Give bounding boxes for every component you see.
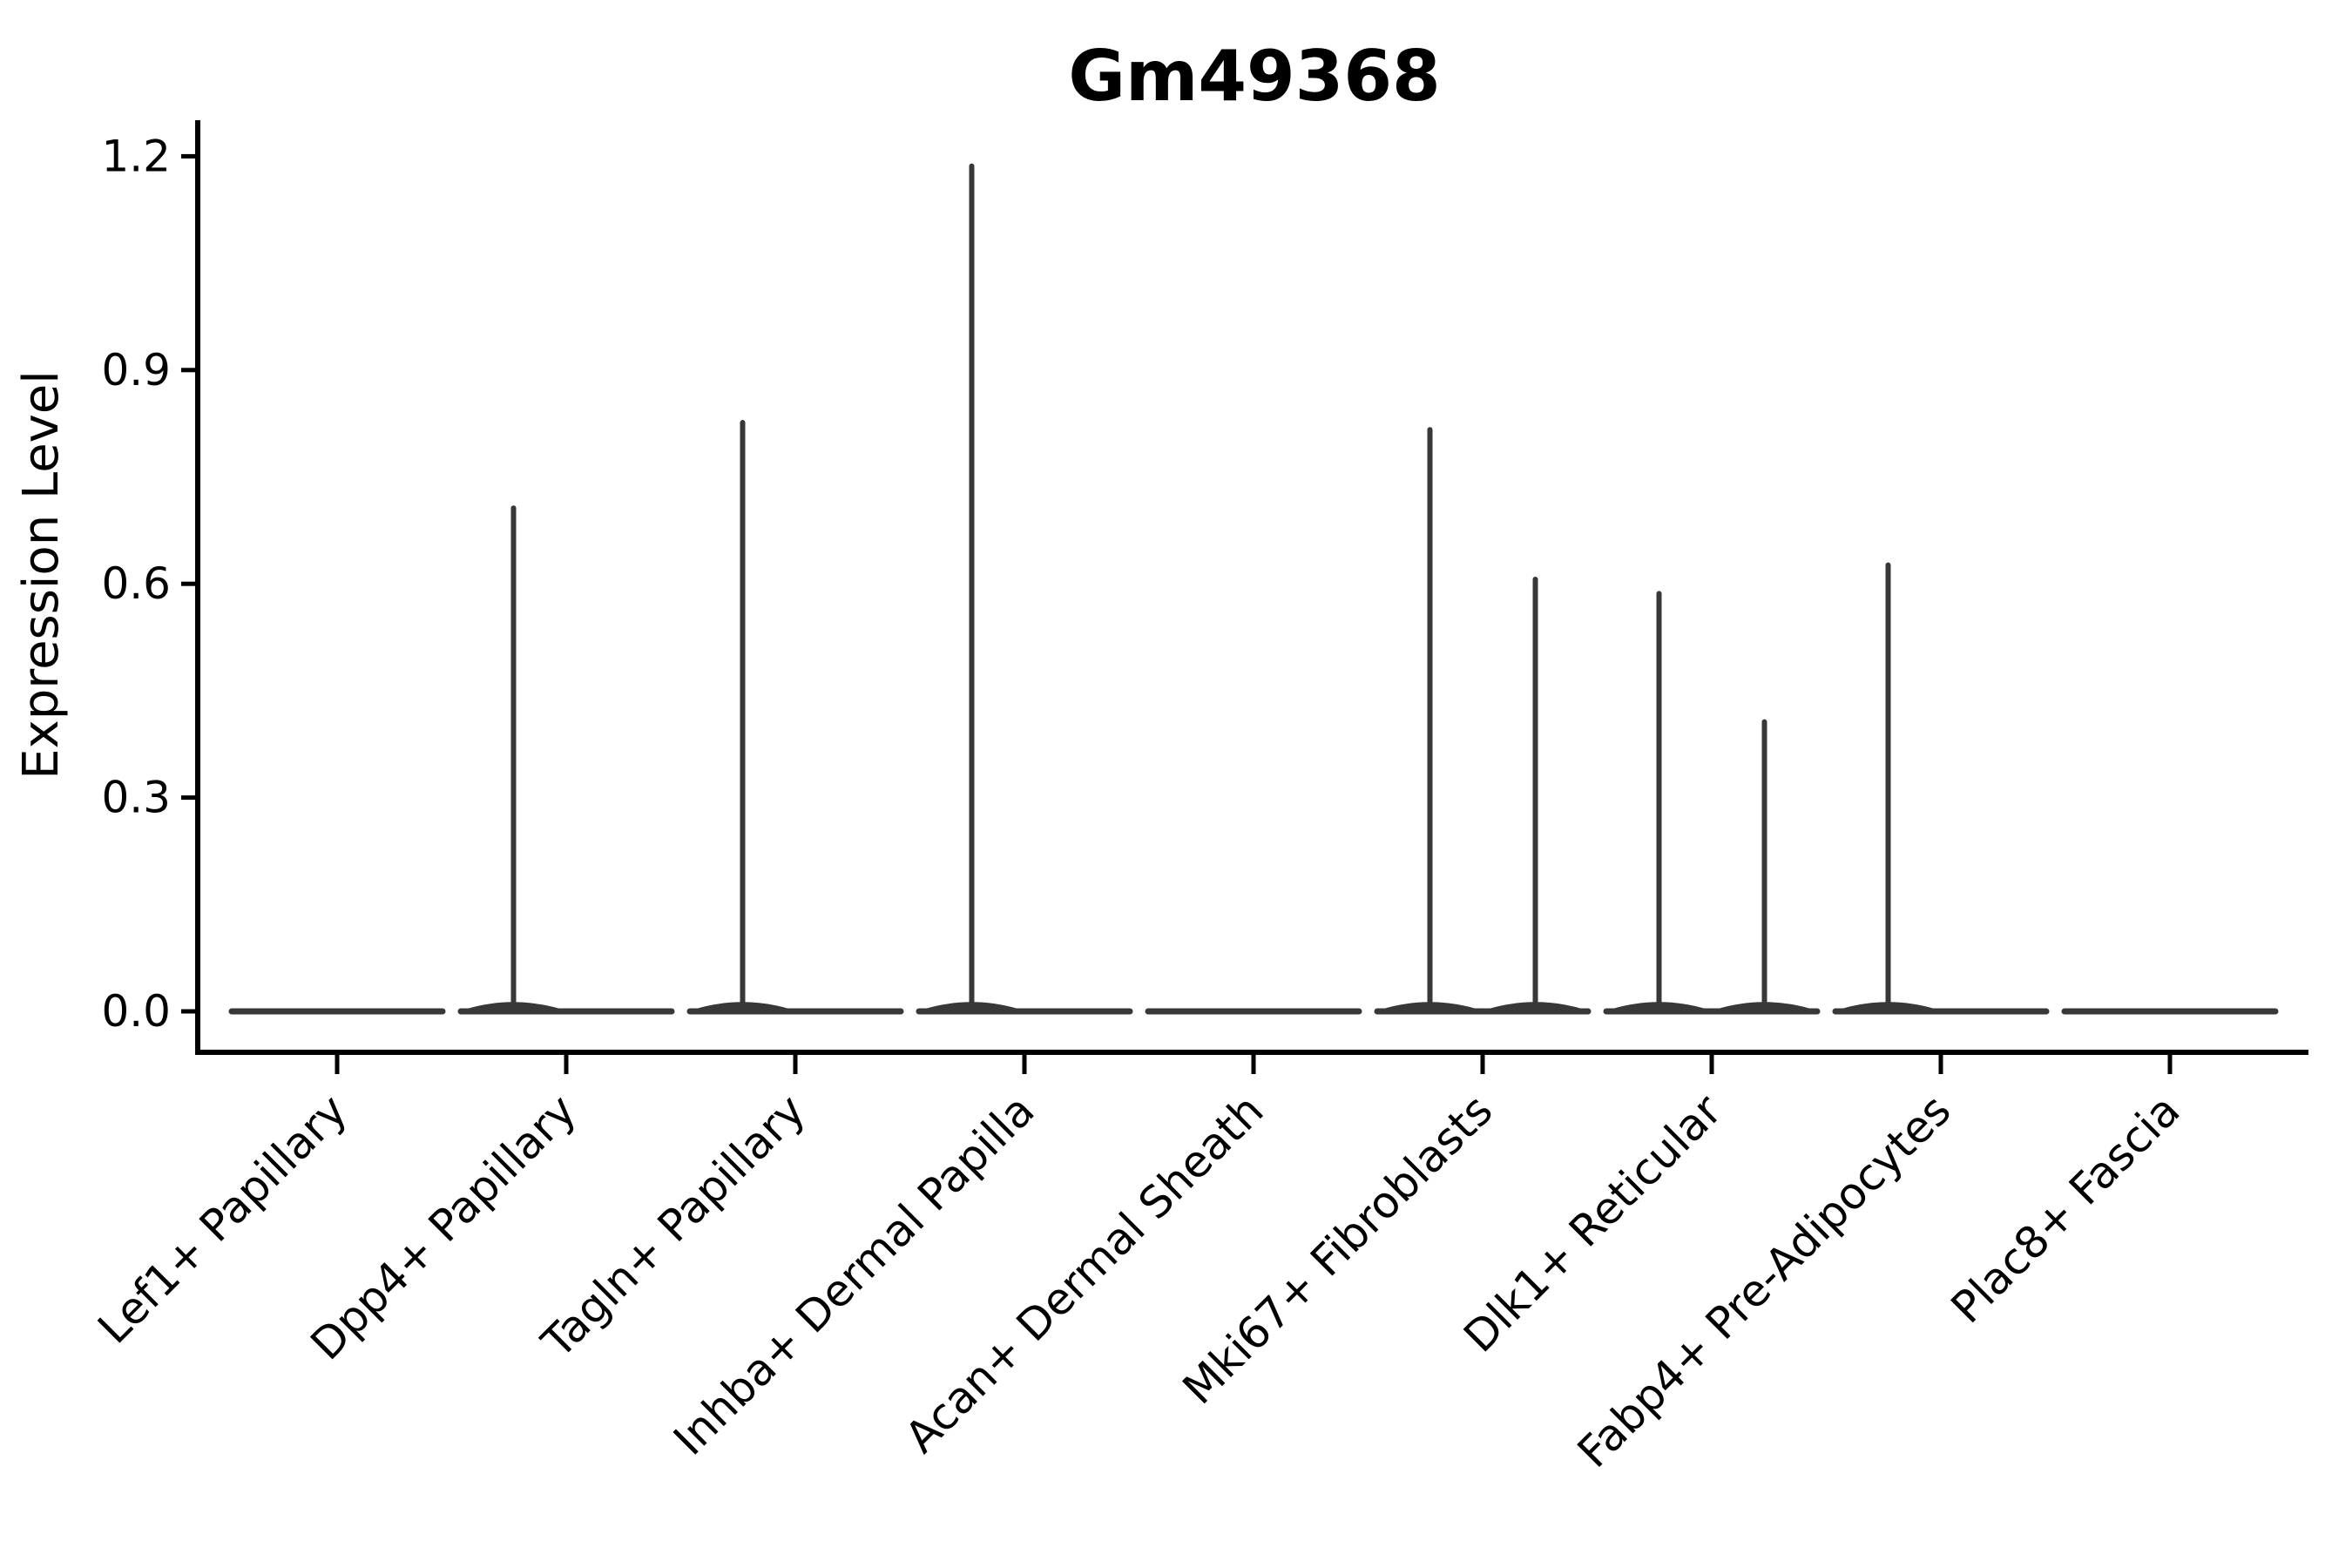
violin [916, 163, 1133, 1015]
y-tick-label: 0.3 [101, 773, 171, 823]
violin [686, 420, 904, 1015]
y-axis-label: Expression Level [13, 370, 70, 780]
x-tick-label: Lef1+ Papillary [88, 1085, 356, 1353]
y-tick-label: 0.9 [101, 345, 171, 395]
y-tick-label: 1.2 [101, 131, 171, 181]
x-tick-label: Fabp4+ Pre-Adipocytes [1568, 1085, 1961, 1477]
violin [1603, 591, 1821, 1015]
y-tick-label: 0.6 [101, 558, 171, 609]
violin [1832, 562, 2050, 1015]
violin [1374, 427, 1592, 1015]
violin [457, 505, 675, 1015]
violins [228, 163, 2279, 1015]
plot-title: Gm49368 [1068, 36, 1440, 117]
x-tick-label: Plac8+ Fascia [1942, 1085, 2190, 1333]
y-ticks: 0.0 0.3 0.6 0.9 1.2 [101, 131, 195, 1037]
y-tick-label: 0.0 [101, 986, 171, 1037]
